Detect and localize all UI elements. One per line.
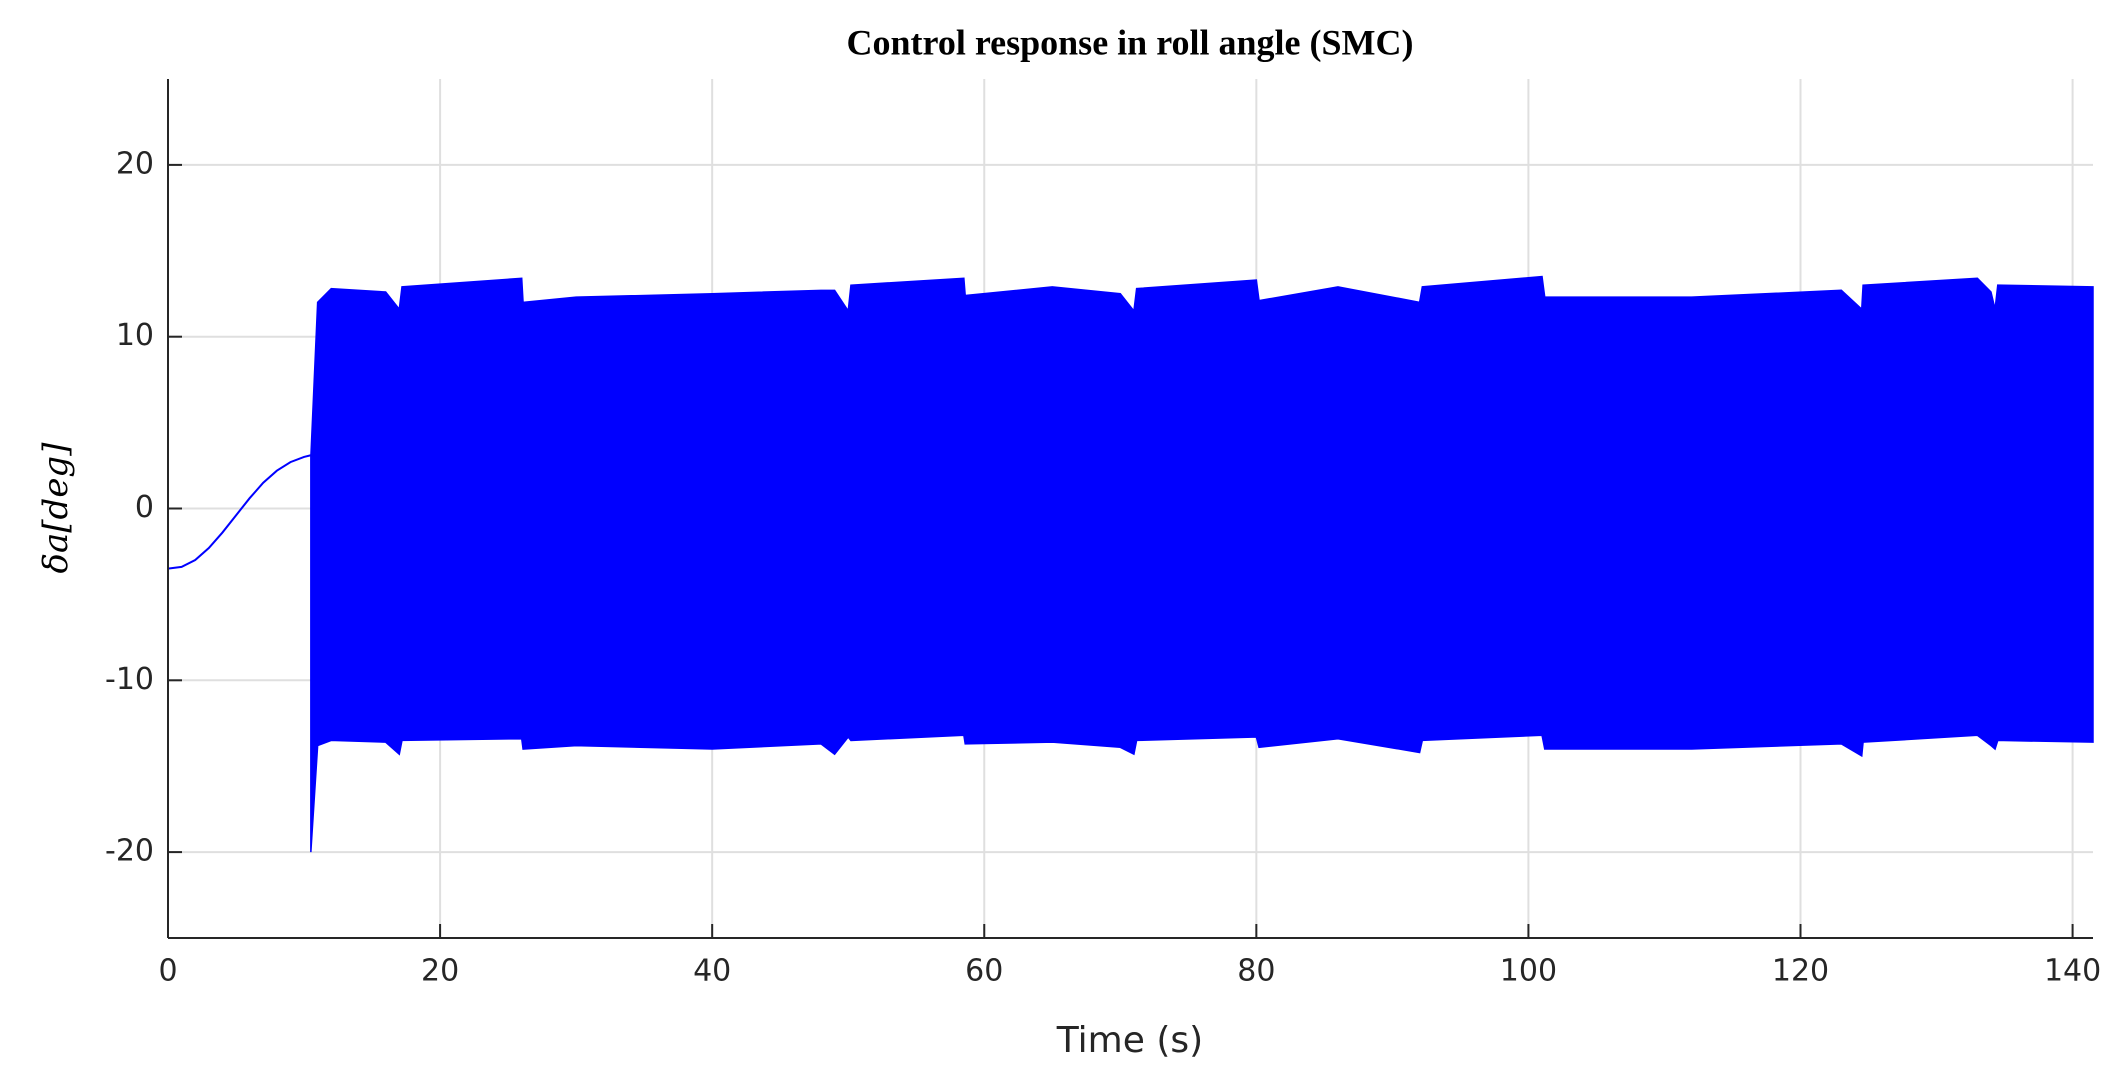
- x-tick-label: 80: [1237, 954, 1275, 989]
- y-axis-label: δa[deg]: [36, 442, 76, 574]
- x-axis-label: Time (s): [1056, 1020, 1203, 1061]
- y-tick-label: -10: [105, 662, 154, 697]
- y-tick-label: 20: [116, 146, 154, 181]
- chart-title: Control response in roll angle (SMC): [846, 22, 1413, 62]
- x-tick-label: 60: [965, 954, 1003, 989]
- x-tick-label: 100: [1500, 954, 1557, 989]
- line: [167, 336, 312, 570]
- x-tick-label: 120: [1772, 954, 1829, 989]
- x-tick-label: 20: [421, 954, 459, 989]
- x-tick-label: 140: [2044, 954, 2101, 989]
- x-tick-label: 0: [158, 954, 177, 989]
- y-tick-label: 0: [135, 490, 154, 525]
- y-tick-label: -20: [105, 834, 154, 869]
- x-tick-label: 40: [693, 954, 731, 989]
- y-tick-label: 10: [116, 318, 154, 353]
- oscillation-band: [310, 275, 2094, 853]
